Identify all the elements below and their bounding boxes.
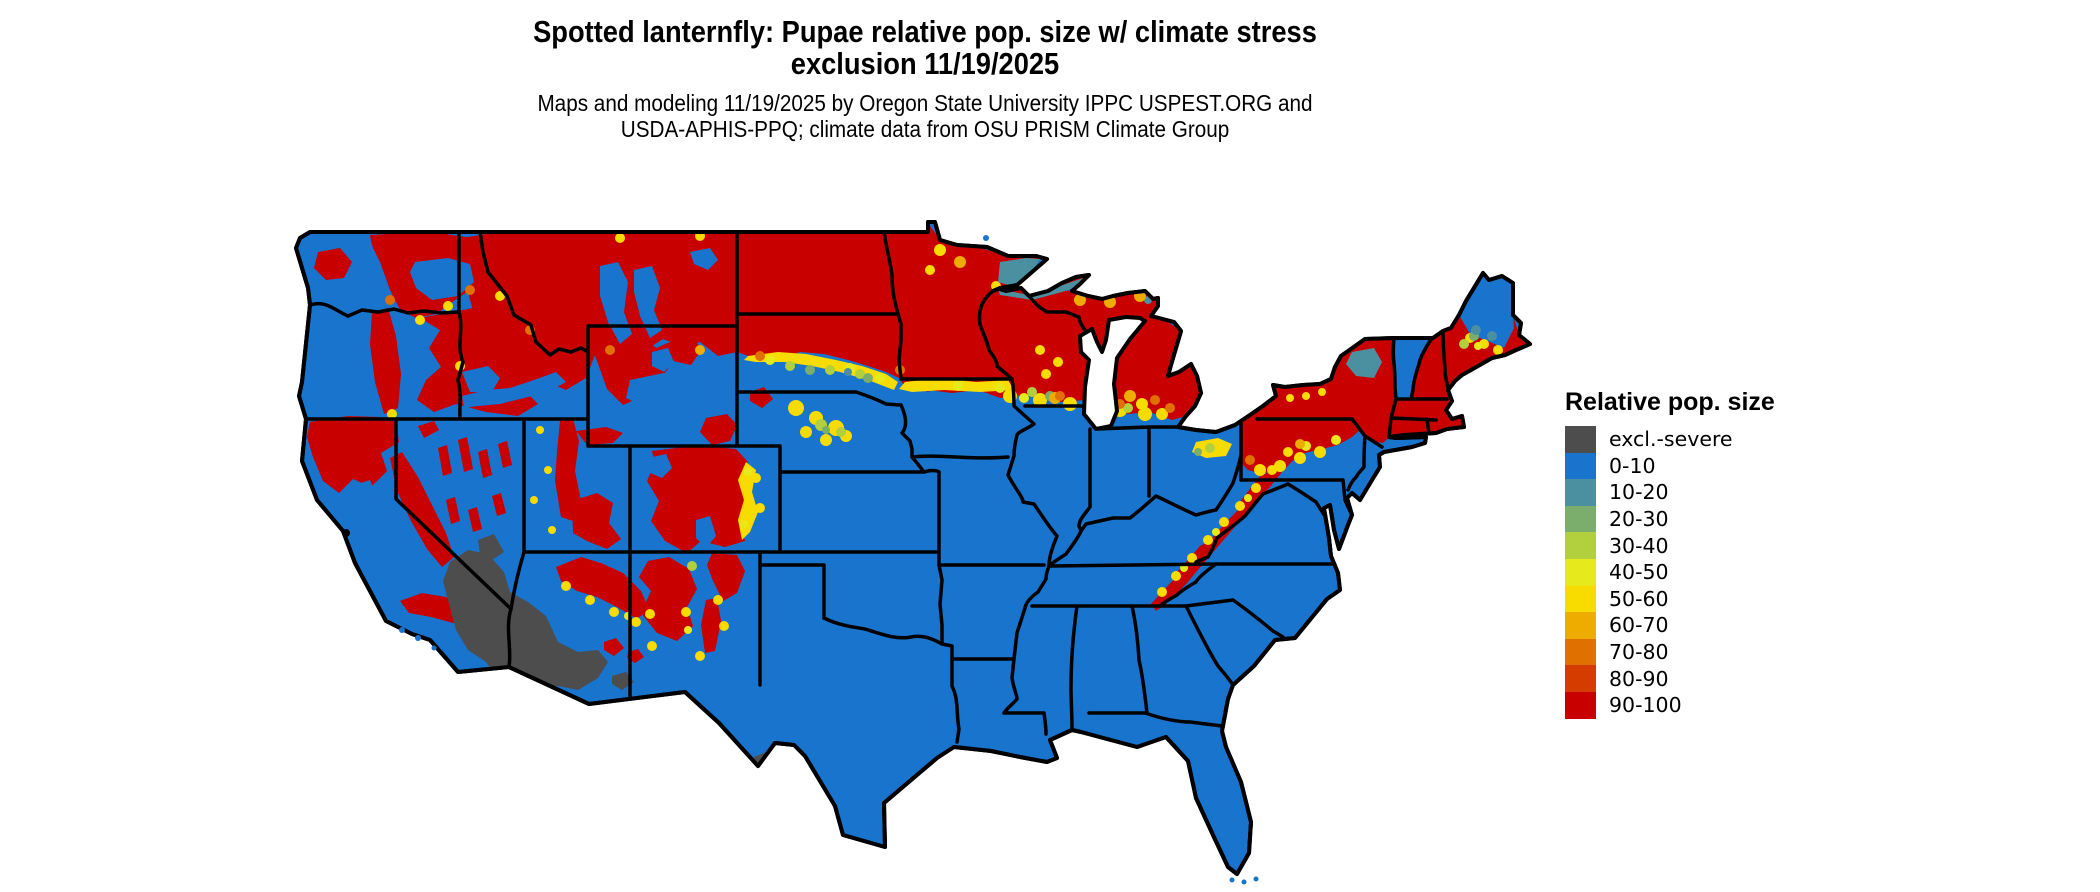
legend-row-4: 30-40 [1565,532,1775,559]
legend-items: excl.-severe 0-10 10-20 20-30 30-40 40-50 50-6… [1565,426,1775,719]
legend-label-6: 50-60 [1609,586,1669,611]
page-title: Spotted lanternfly: Pupae relative pop. … [111,16,1739,80]
legend-label-7: 60-70 [1609,613,1669,638]
legend-label-8: 70-80 [1609,640,1669,665]
legend-title: Relative pop. size [1565,388,1775,416]
legend-row-3: 20-30 [1565,505,1775,533]
legend-swatch-3 [1565,505,1596,533]
coastline [294,220,1532,876]
legend-swatch-4 [1565,532,1596,559]
legend-swatch-0 [1565,426,1596,453]
legend-label-0: excl.-severe [1609,427,1733,452]
legend-swatch-8 [1565,638,1596,666]
legend-swatch-5 [1565,558,1596,586]
legend-row-2: 10-20 [1565,479,1775,506]
title-line-2: exclusion 11/19/2025 [790,46,1060,81]
state-borders [304,230,1451,744]
legend-label-1: 0-10 [1609,453,1656,478]
page-subtitle: Maps and modeling 11/19/2025 by Oregon S… [93,90,1758,142]
legend-label-5: 40-50 [1609,560,1669,585]
legend-row-1: 0-10 [1565,452,1775,480]
legend-row-9: 80-90 [1565,665,1775,692]
legend-label-9: 80-90 [1609,666,1669,691]
lake-michigan [1078,315,1147,431]
legend-label-10: 90-100 [1609,693,1682,718]
legend-label-2: 10-20 [1609,480,1669,505]
risk-zone-10-20 [844,258,1497,378]
legend-swatch-6 [1565,585,1596,613]
legend-row-0: excl.-severe [1565,426,1775,453]
legend-swatch-7 [1565,612,1596,639]
legend-row-5: 40-50 [1565,558,1775,586]
risk-zone-40-50 [624,286,1482,634]
legend-swatch-2 [1565,479,1596,506]
legend-swatch-9 [1565,665,1596,692]
subtitle-line-2: USDA-APHIS-PPQ; climate data from OSU PR… [620,116,1230,142]
risk-zone-50-60 [387,231,1503,661]
legend-row-7: 60-70 [1565,612,1775,639]
islands [399,235,1259,885]
subtitle-line-1: Maps and modeling 11/19/2025 by Oregon S… [537,90,1313,116]
legend-label-3: 20-30 [1609,507,1669,532]
legend-swatch-10 [1565,691,1596,719]
legend-row-10: 90-100 [1565,691,1775,719]
map-legend: Relative pop. size excl.-severe 0-10 10-20… [1565,388,1775,719]
sf-bay [342,529,350,537]
legend-row-8: 70-80 [1565,638,1775,666]
title-line-1: Spotted lanternfly: Pupae relative pop. … [533,14,1317,49]
legend-label-4: 30-40 [1609,533,1669,558]
legend-swatch-1 [1565,452,1596,480]
legend-row-6: 50-60 [1565,585,1775,613]
